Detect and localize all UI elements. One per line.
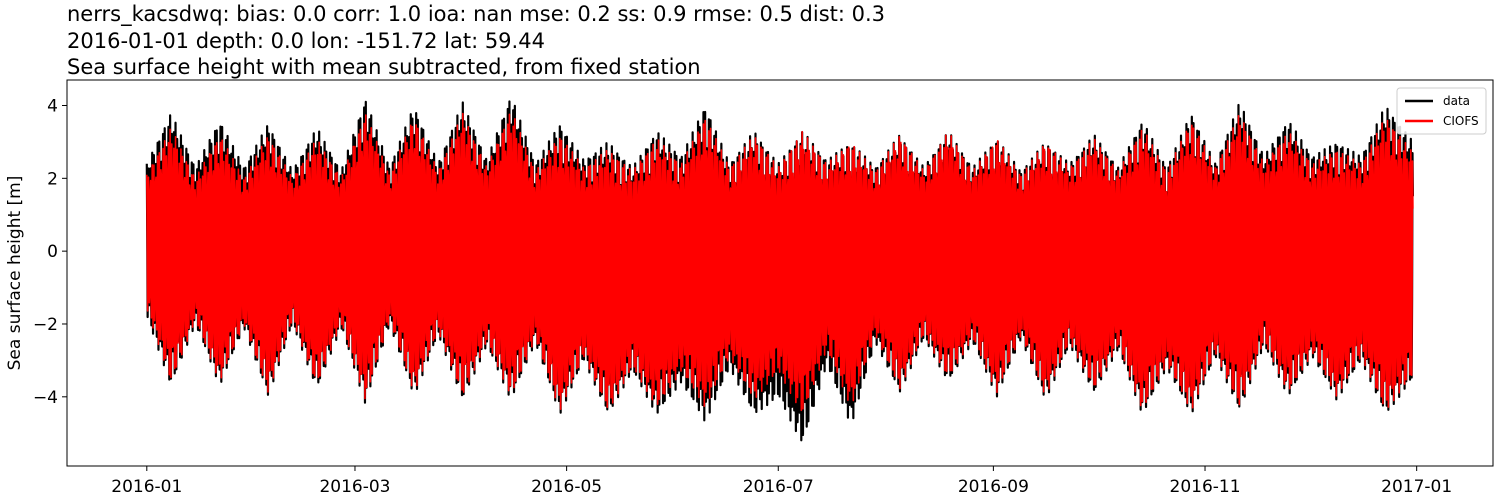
x-tick-label: 2016-03 bbox=[319, 477, 390, 497]
x-tick-label: 2016-07 bbox=[743, 477, 814, 497]
y-tick-label: 4 bbox=[47, 96, 58, 116]
legend-label-ciofs: CIOFS bbox=[1443, 114, 1479, 128]
chart-title-line-1: nerrs_kacsdwq: bias: 0.0 corr: 1.0 ioa: … bbox=[67, 2, 886, 26]
chart-title-line-3: Sea surface height with mean subtracted,… bbox=[67, 55, 701, 79]
legend-label-data: data bbox=[1443, 94, 1470, 108]
plot-area bbox=[145, 100, 1415, 442]
x-tick-label: 2016-11 bbox=[1170, 477, 1241, 497]
y-tick-label: −2 bbox=[33, 315, 58, 335]
y-tick-label: 0 bbox=[47, 242, 58, 262]
y-tick-label: −4 bbox=[33, 388, 58, 408]
y-axis-label: Sea surface height [m] bbox=[5, 176, 25, 371]
x-tick-label: 2016-09 bbox=[958, 477, 1029, 497]
x-axis: 2016-01 2016-03 2016-05 2016-07 2016-09 2016-… bbox=[111, 466, 1452, 497]
axes-frame bbox=[66, 79, 1494, 467]
legend-box bbox=[1396, 87, 1487, 135]
series-line-ciofs bbox=[146, 112, 1414, 412]
x-tick-label: 2017-01 bbox=[1381, 477, 1452, 497]
x-tick-label: 2016-05 bbox=[531, 477, 602, 497]
y-tick-label: 2 bbox=[47, 169, 58, 189]
chart-title-line-2: 2016-01-01 depth: 0.0 lon: -151.72 lat: … bbox=[67, 29, 545, 53]
x-tick-label: 2016-01 bbox=[111, 477, 182, 497]
legend: data CIOFS bbox=[1396, 87, 1487, 135]
y-axis: −4 −2 0 2 4 bbox=[33, 96, 67, 408]
